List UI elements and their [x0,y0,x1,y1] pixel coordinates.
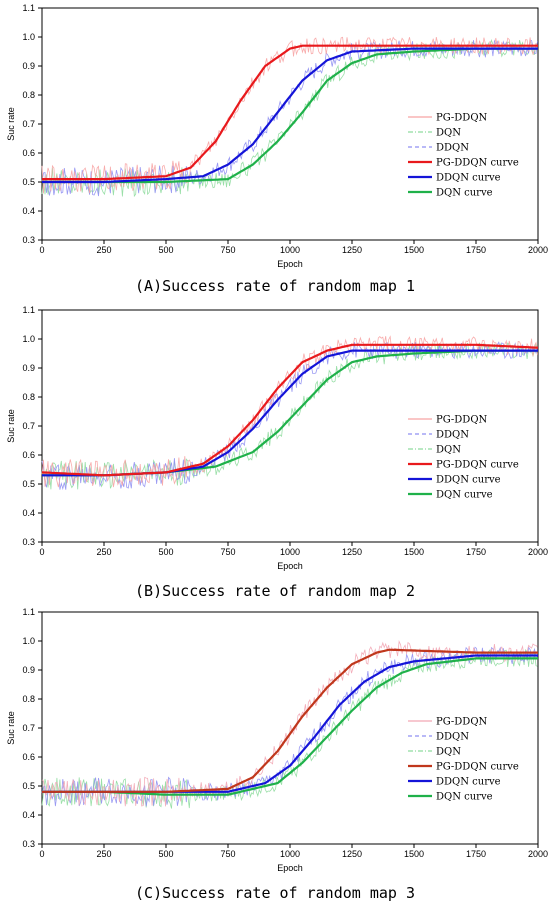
y-tick-label: 0.6 [22,148,35,158]
chart-svg: 0 250 500 750 1000 1250 1500 1750 2000 0.3 0.4 0.5 0… [6,3,548,269]
x-tick-label: 1750 [466,547,486,557]
x-tick-label: 1500 [404,849,424,859]
y-axis-label: Suc rate [6,107,16,141]
x-tick-label: 500 [158,849,173,859]
legend-label: PG-DDQN [436,113,488,124]
y-tick-label: 0.9 [22,665,35,675]
legend-label: DQN [436,128,461,139]
y-tick-label: 0.4 [22,206,35,216]
legend-label: DDQN curve [436,777,501,788]
chart-caption: (B)Success rate of random map 2 [135,582,415,600]
x-tick-label: 1250 [342,547,362,557]
x-tick-label: 1250 [342,245,362,255]
x-tick-label: 2000 [528,849,548,859]
y-tick-label: 0.3 [22,537,35,547]
x-axis-label: Epoch [277,561,303,571]
x-tick-label: 1250 [342,849,362,859]
x-tick-label: 750 [220,245,235,255]
y-tick-label: 0.3 [22,839,35,849]
x-tick-label: 1500 [404,547,424,557]
y-tick-label: 1.0 [22,636,35,646]
legend-label: DQN curve [436,188,493,199]
x-tick-label: 1750 [466,245,486,255]
legend-label: PG-DDQN curve [436,762,519,773]
legend-box [404,712,530,808]
x-tick-label: 1750 [466,849,486,859]
y-tick-label: 0.5 [22,177,35,187]
x-tick-label: 250 [96,849,111,859]
y-tick-label: 1.0 [22,32,35,42]
y-tick-label: 0.5 [22,479,35,489]
legend-label: DDQN curve [436,173,501,184]
y-tick-label: 1.1 [22,3,35,13]
x-tick-label: 1000 [280,245,300,255]
y-tick-label: 0.8 [22,392,35,402]
y-tick-label: 0.5 [22,781,35,791]
y-tick-label: 0.6 [22,450,35,460]
legend-box [404,108,530,204]
y-tick-label: 0.3 [22,235,35,245]
x-tick-label: 2000 [528,547,548,557]
y-tick-label: 1.0 [22,334,35,344]
x-axis-label: Epoch [277,863,303,873]
legend: PG-DDQN DDQN DQN PG-DDQN curve DDQN curve DQN… [404,712,530,808]
x-tick-label: 1500 [404,245,424,255]
y-tick-label: 0.7 [22,119,35,129]
legend-label: DDQN [436,143,469,154]
y-tick-label: 0.8 [22,694,35,704]
legend-label: DQN [436,445,461,456]
y-tick-label: 0.6 [22,752,35,762]
legend-box [404,410,530,506]
chart-panel-map-3: 0 250 500 750 1000 1250 1500 1750 2000 0.3 0.4 0.5 0… [0,604,550,906]
legend-label: DDQN curve [436,475,501,486]
x-tick-label: 750 [220,547,235,557]
chart-caption: (C)Success rate of random map 3 [135,884,415,902]
x-tick-label: 500 [158,245,173,255]
legend-label: PG-DDQN [436,717,488,728]
x-tick-label: 0 [39,547,44,557]
y-tick-label: 1.1 [22,305,35,315]
y-tick-label: 0.9 [22,363,35,373]
legend-label: DDQN [436,732,469,743]
series-line-pg-ddqn-curve [42,44,538,181]
legend-label: DQN curve [436,490,493,501]
legend: PG-DDQN DDQN DQN PG-DDQN curve DDQN curve DQN… [404,410,530,506]
y-axis-label: Suc rate [6,409,16,443]
y-tick-label: 0.4 [22,508,35,518]
series-line-pg-ddqn-curve [41,343,539,477]
legend-label: PG-DDQN [436,415,488,426]
x-tick-label: 250 [96,245,111,255]
y-axis-label: Suc rate [6,711,16,745]
y-tick-label: 0.7 [22,723,35,733]
chart-svg: 0 250 500 750 1000 1250 1500 1750 2000 0.3 0.4 0.5 0… [6,305,548,571]
legend-label: DQN [436,747,461,758]
legend-label: DDQN [436,430,469,441]
chart-caption: (A)Success rate of random map 1 [135,277,415,295]
series-line-pg-ddqn-curve [42,648,538,793]
legend: PG-DDQN DQN DDQN PG-DDQN curve DDQN curve DQN… [404,108,530,204]
y-tick-label: 0.4 [22,810,35,820]
y-tick-label: 0.7 [22,421,35,431]
x-tick-label: 1000 [280,849,300,859]
y-tick-label: 0.8 [22,90,35,100]
x-tick-label: 1000 [280,547,300,557]
y-tick-label: 1.1 [22,607,35,617]
x-axis-label: Epoch [277,259,303,269]
x-tick-label: 750 [220,849,235,859]
legend-label: PG-DDQN curve [436,460,519,471]
legend-label: PG-DDQN curve [436,158,519,169]
y-tick-label: 0.9 [22,61,35,71]
chart-panel-map-1: 0 250 500 750 1000 1250 1500 1750 2000 0.3 0.4 0.5 0… [0,0,550,302]
legend-label: DQN curve [436,792,493,803]
chart-svg: 0 250 500 750 1000 1250 1500 1750 2000 0.3 0.4 0.5 0… [6,607,548,873]
x-tick-label: 2000 [528,245,548,255]
x-tick-label: 250 [96,547,111,557]
x-tick-label: 500 [158,547,173,557]
series-line-ddqn-curve [42,47,538,184]
x-tick-label: 0 [39,245,44,255]
x-tick-label: 0 [39,849,44,859]
chart-panel-map-2: 0 250 500 750 1000 1250 1500 1750 2000 0.3 0.4 0.5 0… [0,302,550,604]
